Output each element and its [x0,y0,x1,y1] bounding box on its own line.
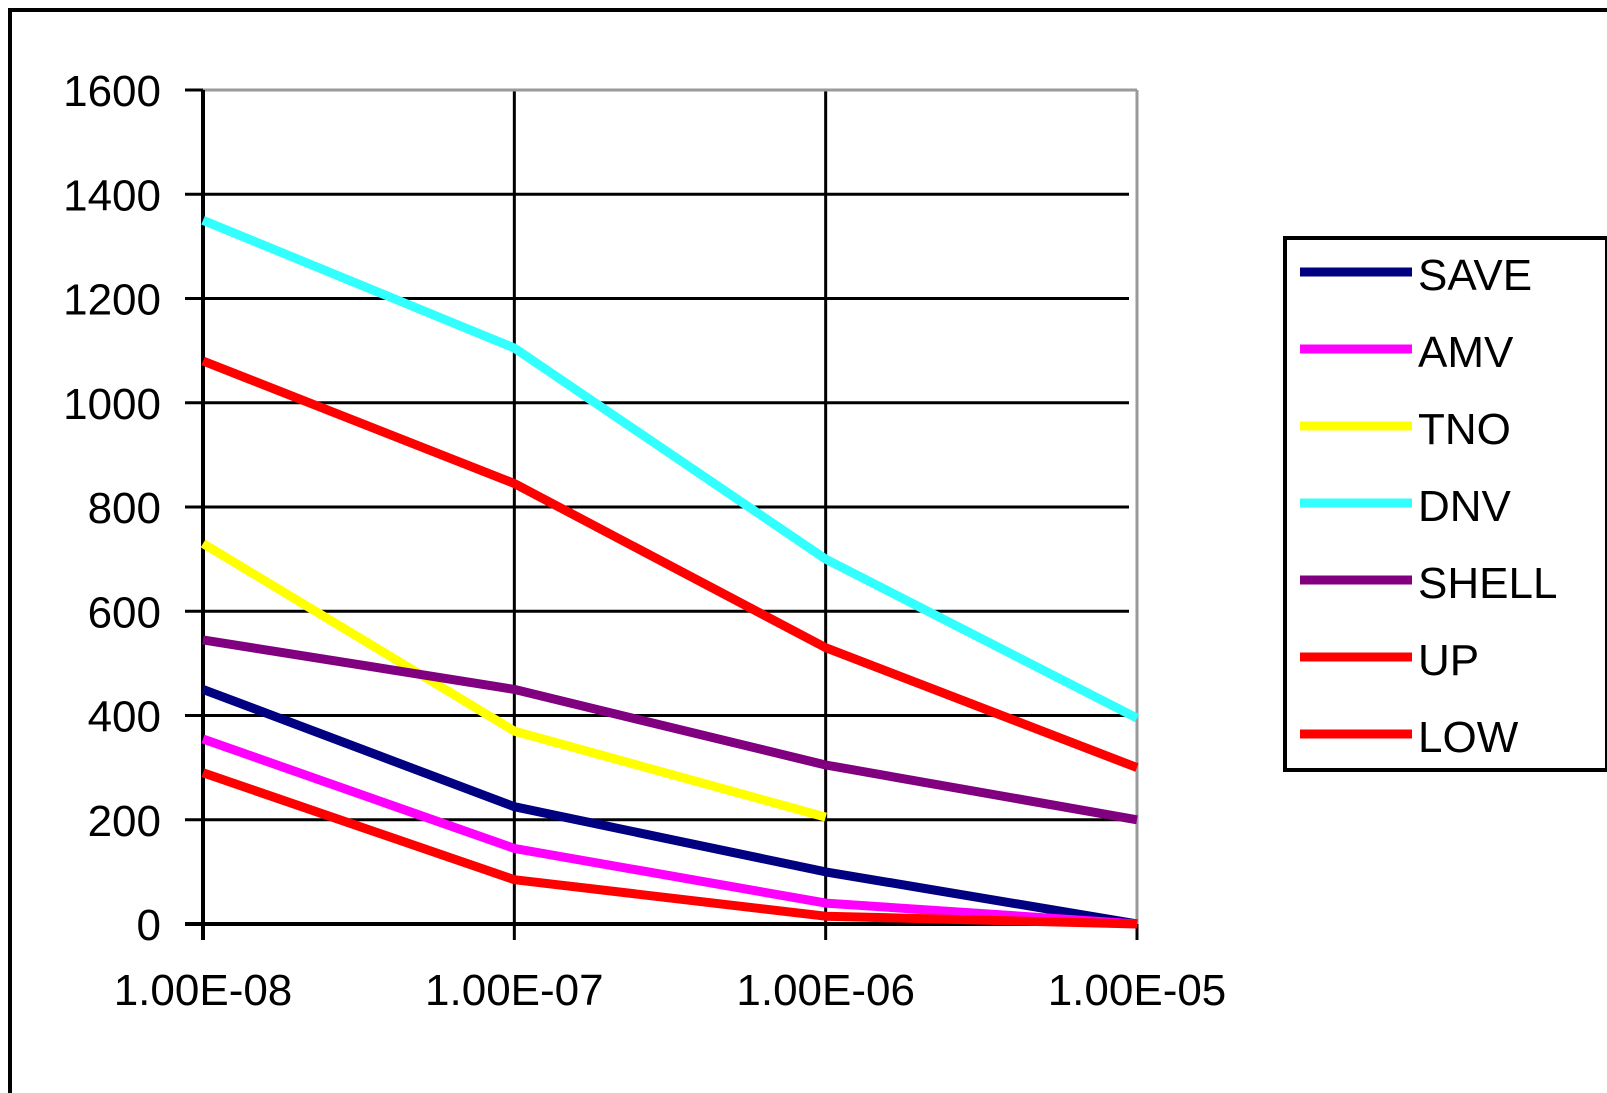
legend-box [1283,236,1607,772]
legend-label-amv: AMV [1418,328,1514,377]
series-line-save [201,685,1138,929]
x-tick-label: 1.00E-06 [736,966,915,1015]
chart-frame [8,8,1607,1093]
grid-lines [203,88,1129,924]
legend-label-up: UP [1418,636,1479,685]
y-tick-label: 200 [88,797,161,846]
y-tick-label: 1400 [63,171,161,220]
series-line-shell [202,635,1138,825]
y-tick-label: 0 [137,901,161,950]
legend-label-low: LOW [1418,713,1519,762]
series-line-amv [201,734,1138,929]
legend: SAVE AMV TNO DNV SHELL UP LOW [1283,236,1607,772]
y-tick-label: 1200 [63,276,161,325]
series-lines [200,216,1140,929]
y-axis-ticks: 0 200 400 600 800 1000 1200 1400 1600 [63,67,203,950]
series-line-up [201,356,1139,772]
y-tick-label: 400 [88,693,161,742]
y-tick-label: 1000 [63,380,161,429]
series-line-dnv [201,216,1140,723]
x-tick-label: 1.00E-07 [425,966,604,1015]
y-tick-label: 1600 [63,67,161,116]
x-tick-label: 1.00E-08 [114,966,293,1015]
series-line-low [201,768,1138,929]
legend-label-save: SAVE [1418,251,1532,300]
legend-label-dnv: DNV [1418,482,1512,531]
y-tick-label: 600 [88,588,161,637]
x-tick-label: 1.00E-05 [1048,966,1227,1015]
y-tick-label: 800 [88,484,161,533]
x-axis-ticks: 1.00E-08 1.00E-07 1.00E-06 1.00E-05 [114,924,1227,1015]
legend-label-shell: SHELL [1418,559,1557,608]
legend-label-tno: TNO [1418,405,1511,454]
series-line-tno [200,539,827,822]
